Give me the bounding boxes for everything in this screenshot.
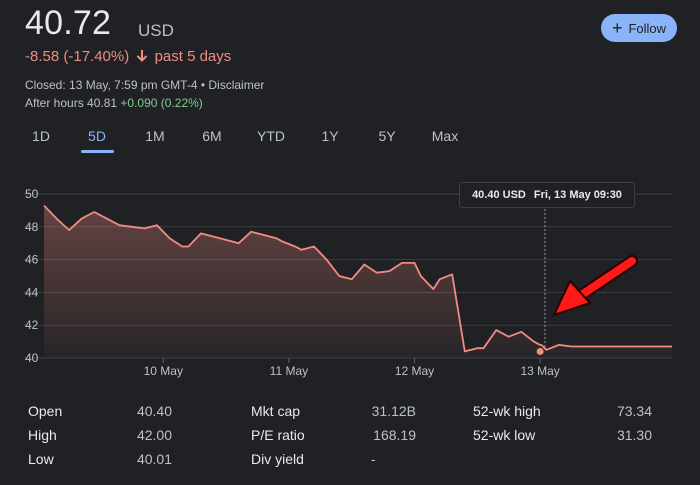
stat-value-mkt-cap: 31.12B bbox=[371, 403, 416, 419]
currency-label: USD bbox=[138, 21, 174, 40]
stat-value-div-yield: - bbox=[371, 451, 376, 467]
stat-value-52wk-low: 31.30 bbox=[616, 427, 652, 443]
tab-6m[interactable]: 6M bbox=[202, 128, 222, 144]
stat-label-div-yield: Div yield bbox=[251, 451, 304, 467]
stat-label-low: Low bbox=[28, 451, 54, 467]
stat-value-52wk-high: 73.34 bbox=[616, 403, 652, 419]
y-tick-label: 46 bbox=[25, 253, 39, 267]
tab-5y[interactable]: 5Y bbox=[378, 128, 396, 144]
arrow-down-icon bbox=[137, 50, 148, 62]
stat-label-high: High bbox=[28, 427, 57, 443]
active-tab-indicator bbox=[81, 150, 114, 153]
y-tick-label: 44 bbox=[25, 285, 39, 299]
x-tick-label: 13 May bbox=[520, 364, 559, 378]
x-tick-label: 12 May bbox=[395, 364, 434, 378]
tooltip-price: 40.40 USD bbox=[472, 189, 526, 201]
tab-1m[interactable]: 1M bbox=[145, 128, 165, 144]
price-chart[interactable]: 40 42 44 46 48 50 10 May 11 May 12 May 13 May bbox=[0, 175, 700, 390]
after-hours-change: +0.090 (0.22%) bbox=[120, 96, 203, 110]
tooltip-date: Fri, 13 May 09:30 bbox=[533, 189, 622, 201]
plus-icon: + bbox=[611, 18, 623, 38]
stat-label-52wk-low: 52-wk low bbox=[473, 427, 536, 443]
x-tick-label: 10 May bbox=[144, 364, 183, 378]
price-change: -8.58 (-17.40%) past 5 days bbox=[25, 48, 231, 65]
y-tick-label: 42 bbox=[25, 318, 39, 332]
stat-value-high: 42.00 bbox=[136, 427, 172, 443]
after-hours-label: After hours 40.81 bbox=[25, 96, 118, 110]
x-tick-label: 11 May bbox=[270, 364, 308, 378]
stat-value-low: 40.01 bbox=[136, 451, 172, 467]
tab-1d[interactable]: 1D bbox=[32, 128, 50, 144]
follow-button[interactable]: + Follow bbox=[601, 14, 677, 42]
follow-label: Follow bbox=[628, 20, 667, 36]
closed-info: Closed: 13 May, 7:59 pm GMT-4 • Disclaim… bbox=[25, 78, 265, 92]
stock-price: 40.72 bbox=[25, 4, 112, 42]
change-value: -8.58 (-17.40%) bbox=[25, 48, 130, 65]
stat-label-52wk-high: 52-wk high bbox=[473, 403, 541, 419]
chart-tooltip: 40.40 USD Fri, 13 May 09:30 bbox=[459, 182, 635, 208]
stat-label-open: Open bbox=[28, 403, 63, 419]
after-hours: After hours 40.81 +0.090 (0.22%) bbox=[25, 96, 203, 110]
tab-1y[interactable]: 1Y bbox=[321, 128, 339, 144]
annotation-arrow bbox=[552, 255, 638, 317]
y-tick-label: 40 bbox=[25, 351, 39, 365]
price-area bbox=[44, 205, 672, 358]
price-line bbox=[43, 204, 672, 353]
stat-value-pe-ratio: 168.19 bbox=[373, 427, 416, 443]
highlight-point bbox=[536, 347, 544, 355]
stat-label-pe-ratio: P/E ratio bbox=[251, 427, 305, 443]
stat-label-mkt-cap: Mkt cap bbox=[251, 403, 301, 419]
tab-max[interactable]: Max bbox=[431, 128, 459, 144]
tab-ytd[interactable]: YTD bbox=[257, 128, 285, 144]
tab-5d[interactable]: 5D bbox=[88, 128, 106, 144]
stat-value-open: 40.40 bbox=[136, 403, 172, 419]
y-tick-label: 50 bbox=[25, 187, 39, 201]
y-tick-label: 48 bbox=[25, 220, 39, 234]
change-period: past 5 days bbox=[154, 48, 232, 65]
